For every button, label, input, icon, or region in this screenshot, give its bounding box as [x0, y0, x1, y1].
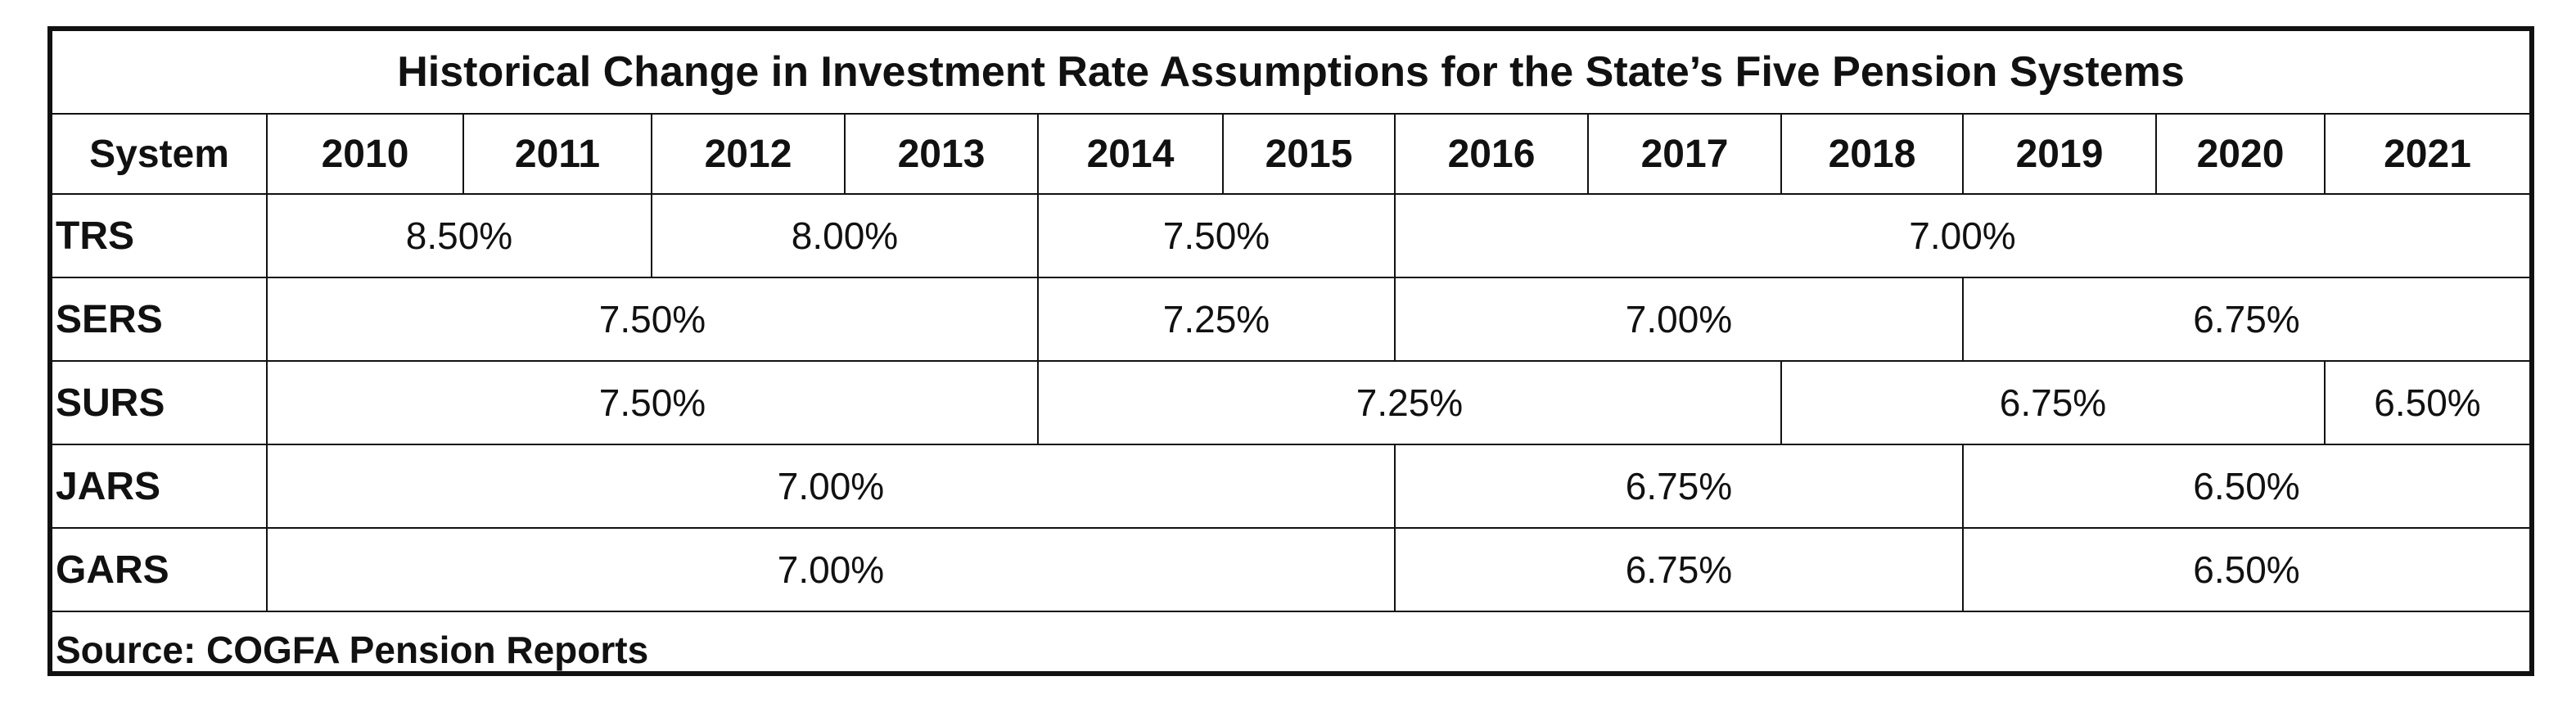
header-row: System 2010 2011 2012 2013 2014 2015 201… — [52, 113, 2529, 195]
table-frame: Historical Change in Investment Rate Ass… — [47, 26, 2534, 688]
table-title: Historical Change in Investment Rate Ass… — [52, 31, 2529, 115]
year-header: 2010 — [266, 113, 464, 195]
year-header: 2021 — [2324, 113, 2529, 195]
source-note: Source: COGFA Pension Reports — [52, 611, 2529, 688]
table-row: SURS 7.50% 7.25% 6.75% 6.50% — [52, 360, 2529, 445]
table-row: JARS 7.00% 6.75% 6.50% — [52, 444, 2529, 529]
year-header: 2018 — [1780, 113, 1964, 195]
year-header: 2014 — [1037, 113, 1224, 195]
year-header: 2015 — [1222, 113, 1396, 195]
rate-cell: 6.50% — [1962, 444, 2529, 529]
year-header: 2013 — [844, 113, 1039, 195]
table-row: TRS 8.50% 8.00% 7.50% 7.00% — [52, 193, 2529, 278]
system-name: TRS — [52, 193, 268, 278]
rate-cell: 7.25% — [1037, 277, 1396, 362]
table-row: SERS 7.50% 7.25% 7.00% 6.75% — [52, 277, 2529, 362]
year-header: 2011 — [462, 113, 652, 195]
rate-cell: 7.50% — [266, 277, 1039, 362]
rate-cell: 8.00% — [651, 193, 1039, 278]
system-name: JARS — [52, 444, 268, 529]
rate-cell: 6.50% — [1962, 527, 2529, 612]
title-row: Historical Change in Investment Rate Ass… — [52, 31, 2529, 115]
rate-cell: 7.00% — [1394, 193, 2529, 278]
rate-cell: 7.50% — [266, 360, 1039, 445]
table-row: GARS 7.00% 6.75% 6.50% — [52, 527, 2529, 612]
year-header: 2020 — [2155, 113, 2326, 195]
rate-cell: 6.50% — [2324, 360, 2529, 445]
year-header: 2019 — [1962, 113, 2157, 195]
system-name: GARS — [52, 527, 268, 612]
rate-cell: 6.75% — [1962, 277, 2529, 362]
rate-cell: 6.75% — [1394, 444, 1964, 529]
year-header: 2017 — [1587, 113, 1782, 195]
rate-cell: 7.50% — [1037, 193, 1396, 278]
system-column-header: System — [52, 113, 268, 195]
year-header: 2016 — [1394, 113, 1589, 195]
source-row: Source: COGFA Pension Reports — [52, 611, 2529, 688]
rate-cell: 6.75% — [1394, 527, 1964, 612]
year-header: 2012 — [651, 113, 846, 195]
rate-cell: 7.00% — [266, 444, 1396, 529]
rate-cell: 7.00% — [1394, 277, 1964, 362]
rate-cell: 6.75% — [1780, 360, 2326, 445]
rate-cell: 7.25% — [1037, 360, 1782, 445]
system-name: SURS — [52, 360, 268, 445]
investment-rate-table: Historical Change in Investment Rate Ass… — [52, 31, 2529, 688]
rate-cell: 8.50% — [266, 193, 652, 278]
system-name: SERS — [52, 277, 268, 362]
rate-cell: 7.00% — [266, 527, 1396, 612]
